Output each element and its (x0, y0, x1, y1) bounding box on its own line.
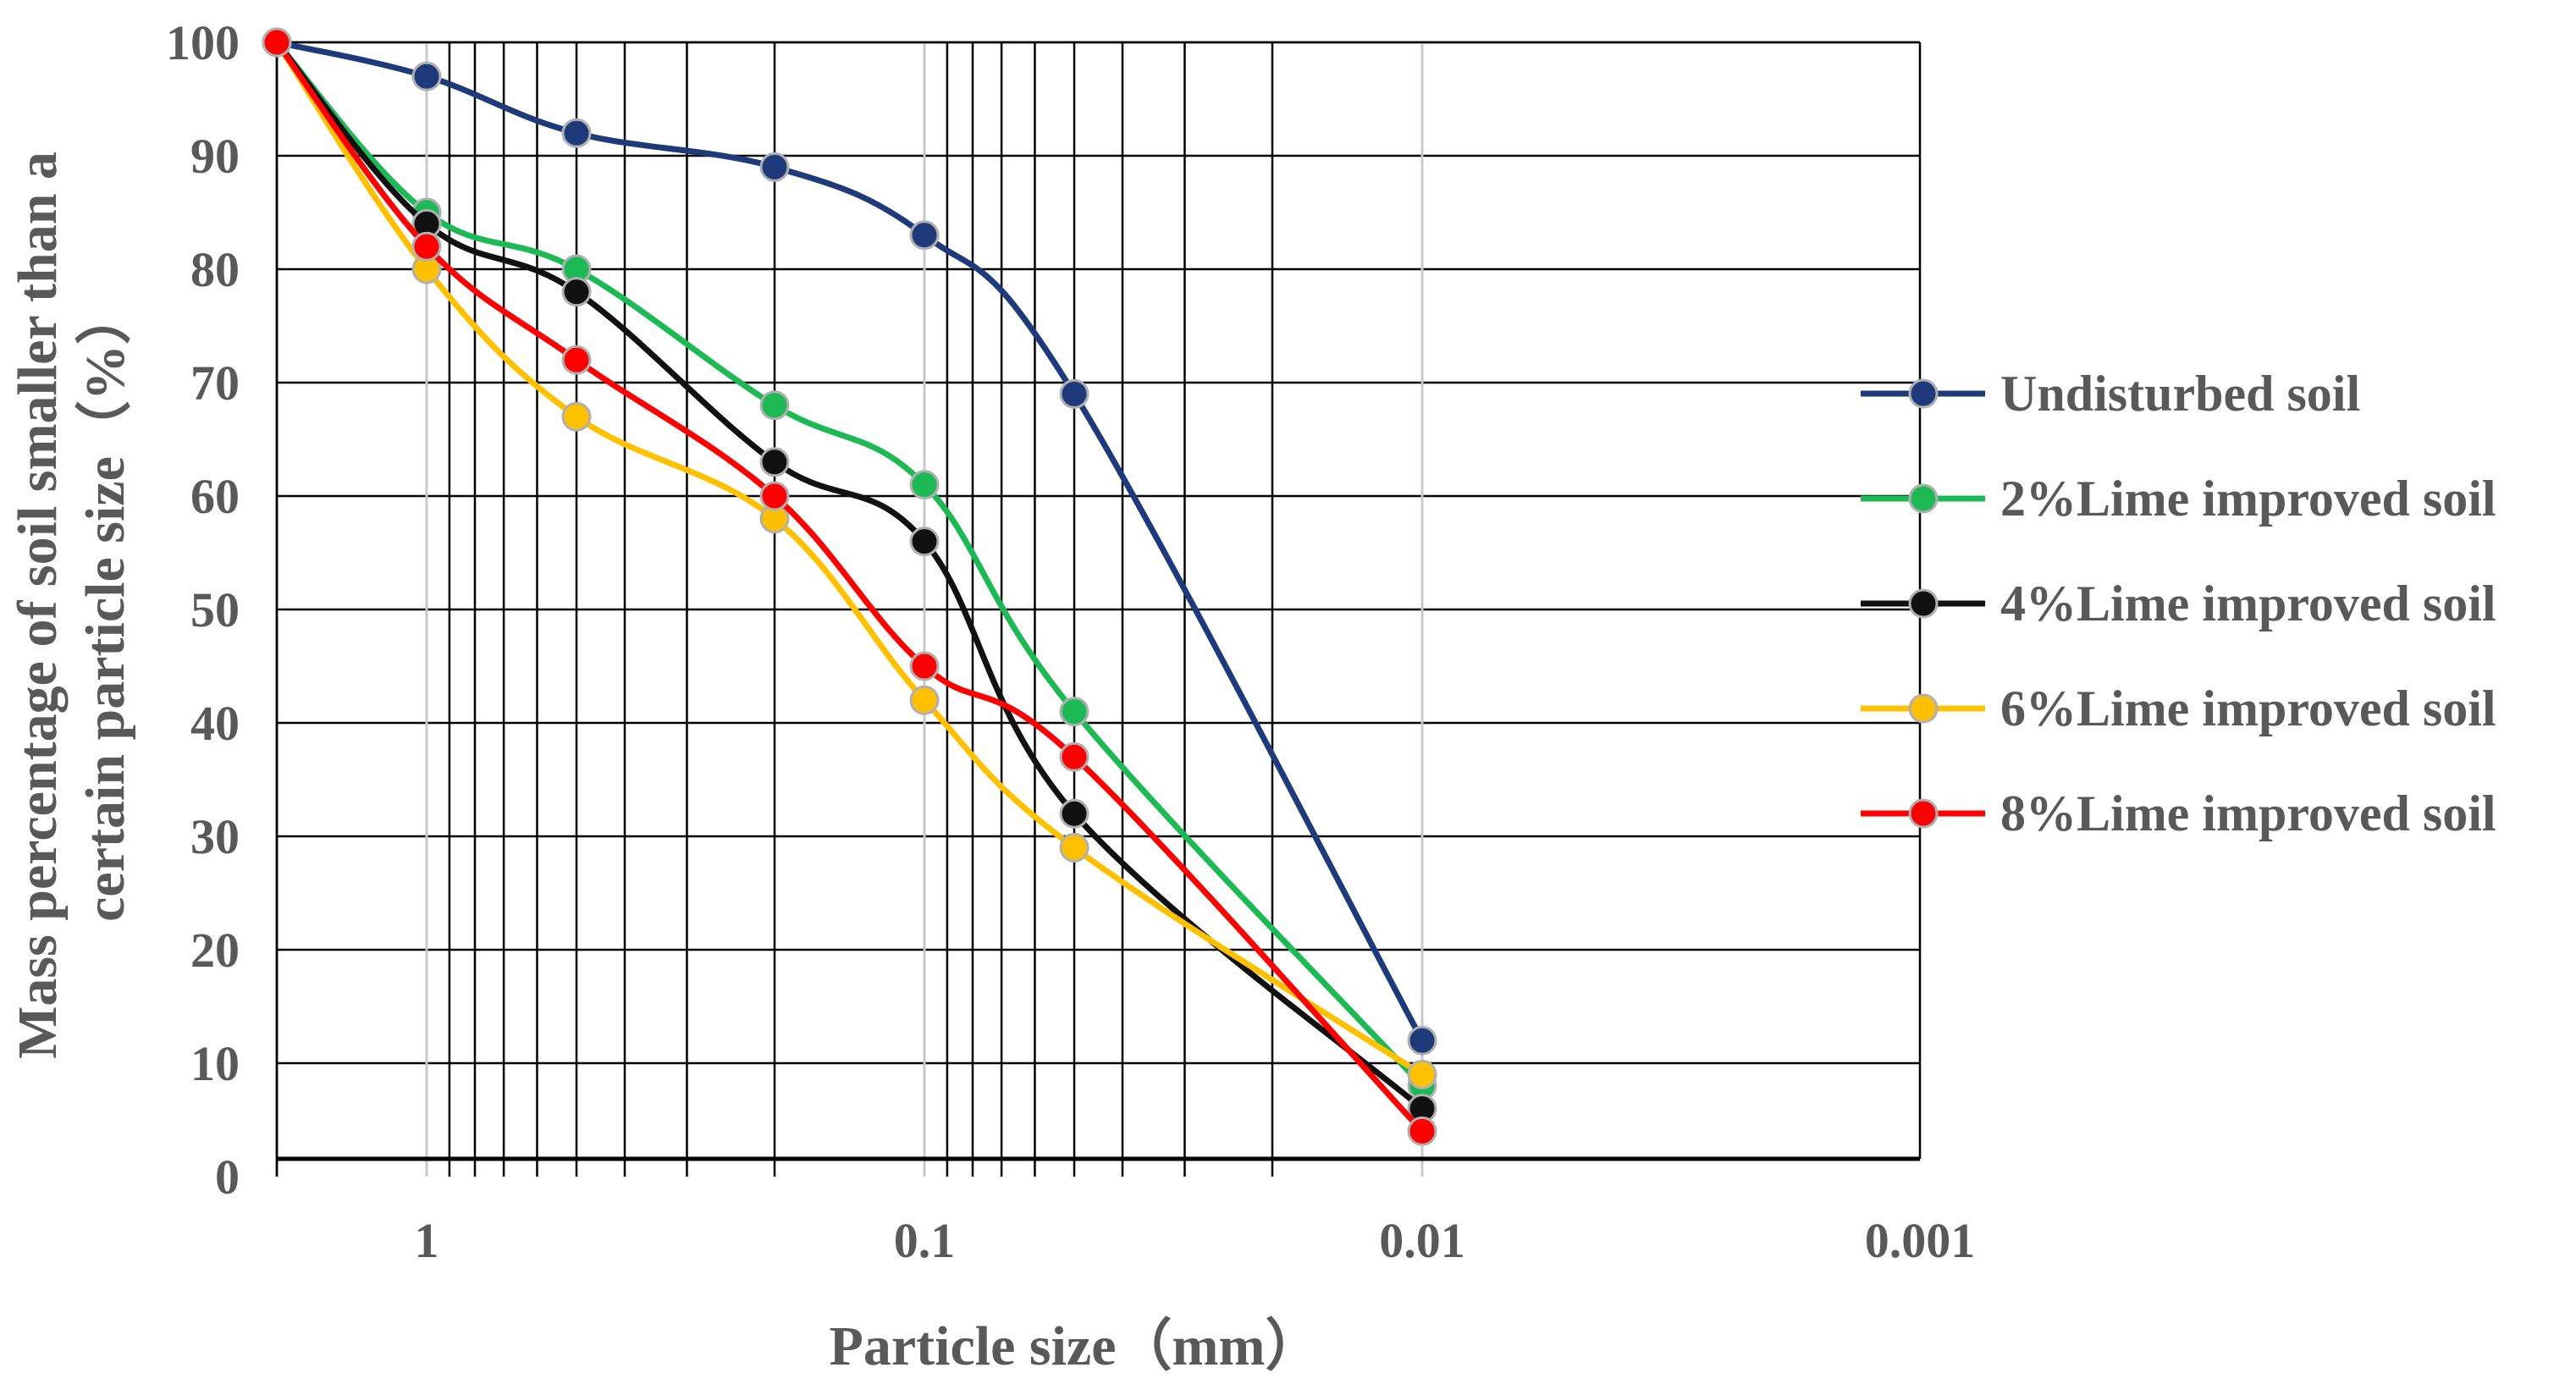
data-point (561, 345, 592, 375)
y-tick-label: 20 (190, 923, 240, 978)
series-4 (262, 27, 1437, 1089)
y-tick-label: 70 (190, 356, 240, 411)
x-tick-label: 0.01 (1379, 1213, 1465, 1268)
data-point (759, 447, 790, 477)
data-point (1059, 378, 1089, 409)
series-line (273, 39, 1426, 1044)
y-tick-label: 80 (190, 242, 240, 297)
y-tick-label: 60 (190, 469, 240, 524)
data-point (759, 481, 790, 511)
data-point (262, 27, 292, 58)
legend-item-5: 8%Lime improved soil (1861, 786, 2496, 841)
grid (275, 41, 1920, 1177)
legend-label: Undisturbed soil (2000, 366, 2360, 422)
legend: Undisturbed soil 2%Lime improved soil 4%Li… (1861, 366, 2496, 841)
series-group (262, 27, 1437, 1146)
legend-label: 4%Lime improved soil (2000, 576, 2496, 631)
legend-item-4: 6%Lime improved soil (1861, 681, 2496, 736)
y-tick-label: 0 (215, 1150, 240, 1205)
legend-swatch-marker (1908, 588, 1939, 619)
y-tick-label: 90 (190, 129, 240, 184)
data-point (1059, 742, 1089, 772)
series-5 (262, 27, 1437, 1146)
x-axis-title: Particle size（mm） (830, 1315, 1321, 1377)
legend-label: 6%Lime improved soil (2000, 681, 2496, 736)
data-point (1407, 1025, 1437, 1056)
data-point (1059, 832, 1089, 863)
axes (277, 41, 1922, 1161)
y-axis-title-line-2: certain particle size（%） (74, 289, 136, 922)
data-point (561, 277, 592, 307)
y-axis-title: Mass percentage of soil smaller than a c… (7, 152, 136, 1059)
data-point (411, 61, 442, 91)
data-point (909, 685, 940, 715)
legend-item-3: 4%Lime improved soil (1861, 576, 2496, 631)
y-tick-label: 50 (190, 582, 240, 637)
tick-labels: 0 10 20 30 40 50 60 70 80 90 100 1 0.1 0.01 0.001 (166, 15, 1975, 1268)
data-point (411, 231, 442, 262)
data-point (1059, 798, 1089, 829)
data-point (561, 401, 592, 432)
legend-label: 8%Lime improved soil (2000, 786, 2496, 841)
legend-swatch-marker (1908, 483, 1939, 514)
y-tick-label: 10 (190, 1036, 240, 1091)
data-point (1059, 697, 1089, 727)
series-1 (262, 27, 1437, 1056)
data-point (759, 152, 790, 182)
data-point (909, 651, 940, 681)
legend-swatch-marker (1908, 378, 1939, 409)
y-tick-label: 40 (190, 696, 240, 751)
legend-swatch-marker (1908, 798, 1939, 829)
legend-item-2: 2%Lime improved soil (1861, 471, 2496, 527)
y-axis-title-line-1: Mass percentage of soil smaller than a (7, 152, 69, 1059)
data-point (1407, 1059, 1437, 1089)
y-tick-label: 100 (166, 15, 240, 70)
data-point (909, 527, 940, 557)
legend-swatch-marker (1908, 693, 1939, 724)
data-point (561, 118, 592, 148)
x-tick-label: 1 (415, 1213, 439, 1268)
data-point (1407, 1116, 1437, 1146)
legend-label: 2%Lime improved soil (2000, 471, 2496, 527)
data-point (909, 220, 940, 251)
legend-item-1: Undisturbed soil (1861, 366, 2360, 422)
data-point (909, 470, 940, 500)
x-tick-label: 0.1 (894, 1213, 956, 1268)
x-tick-label: 0.001 (1865, 1213, 1976, 1268)
y-tick-label: 30 (190, 809, 240, 864)
data-point (759, 390, 790, 421)
